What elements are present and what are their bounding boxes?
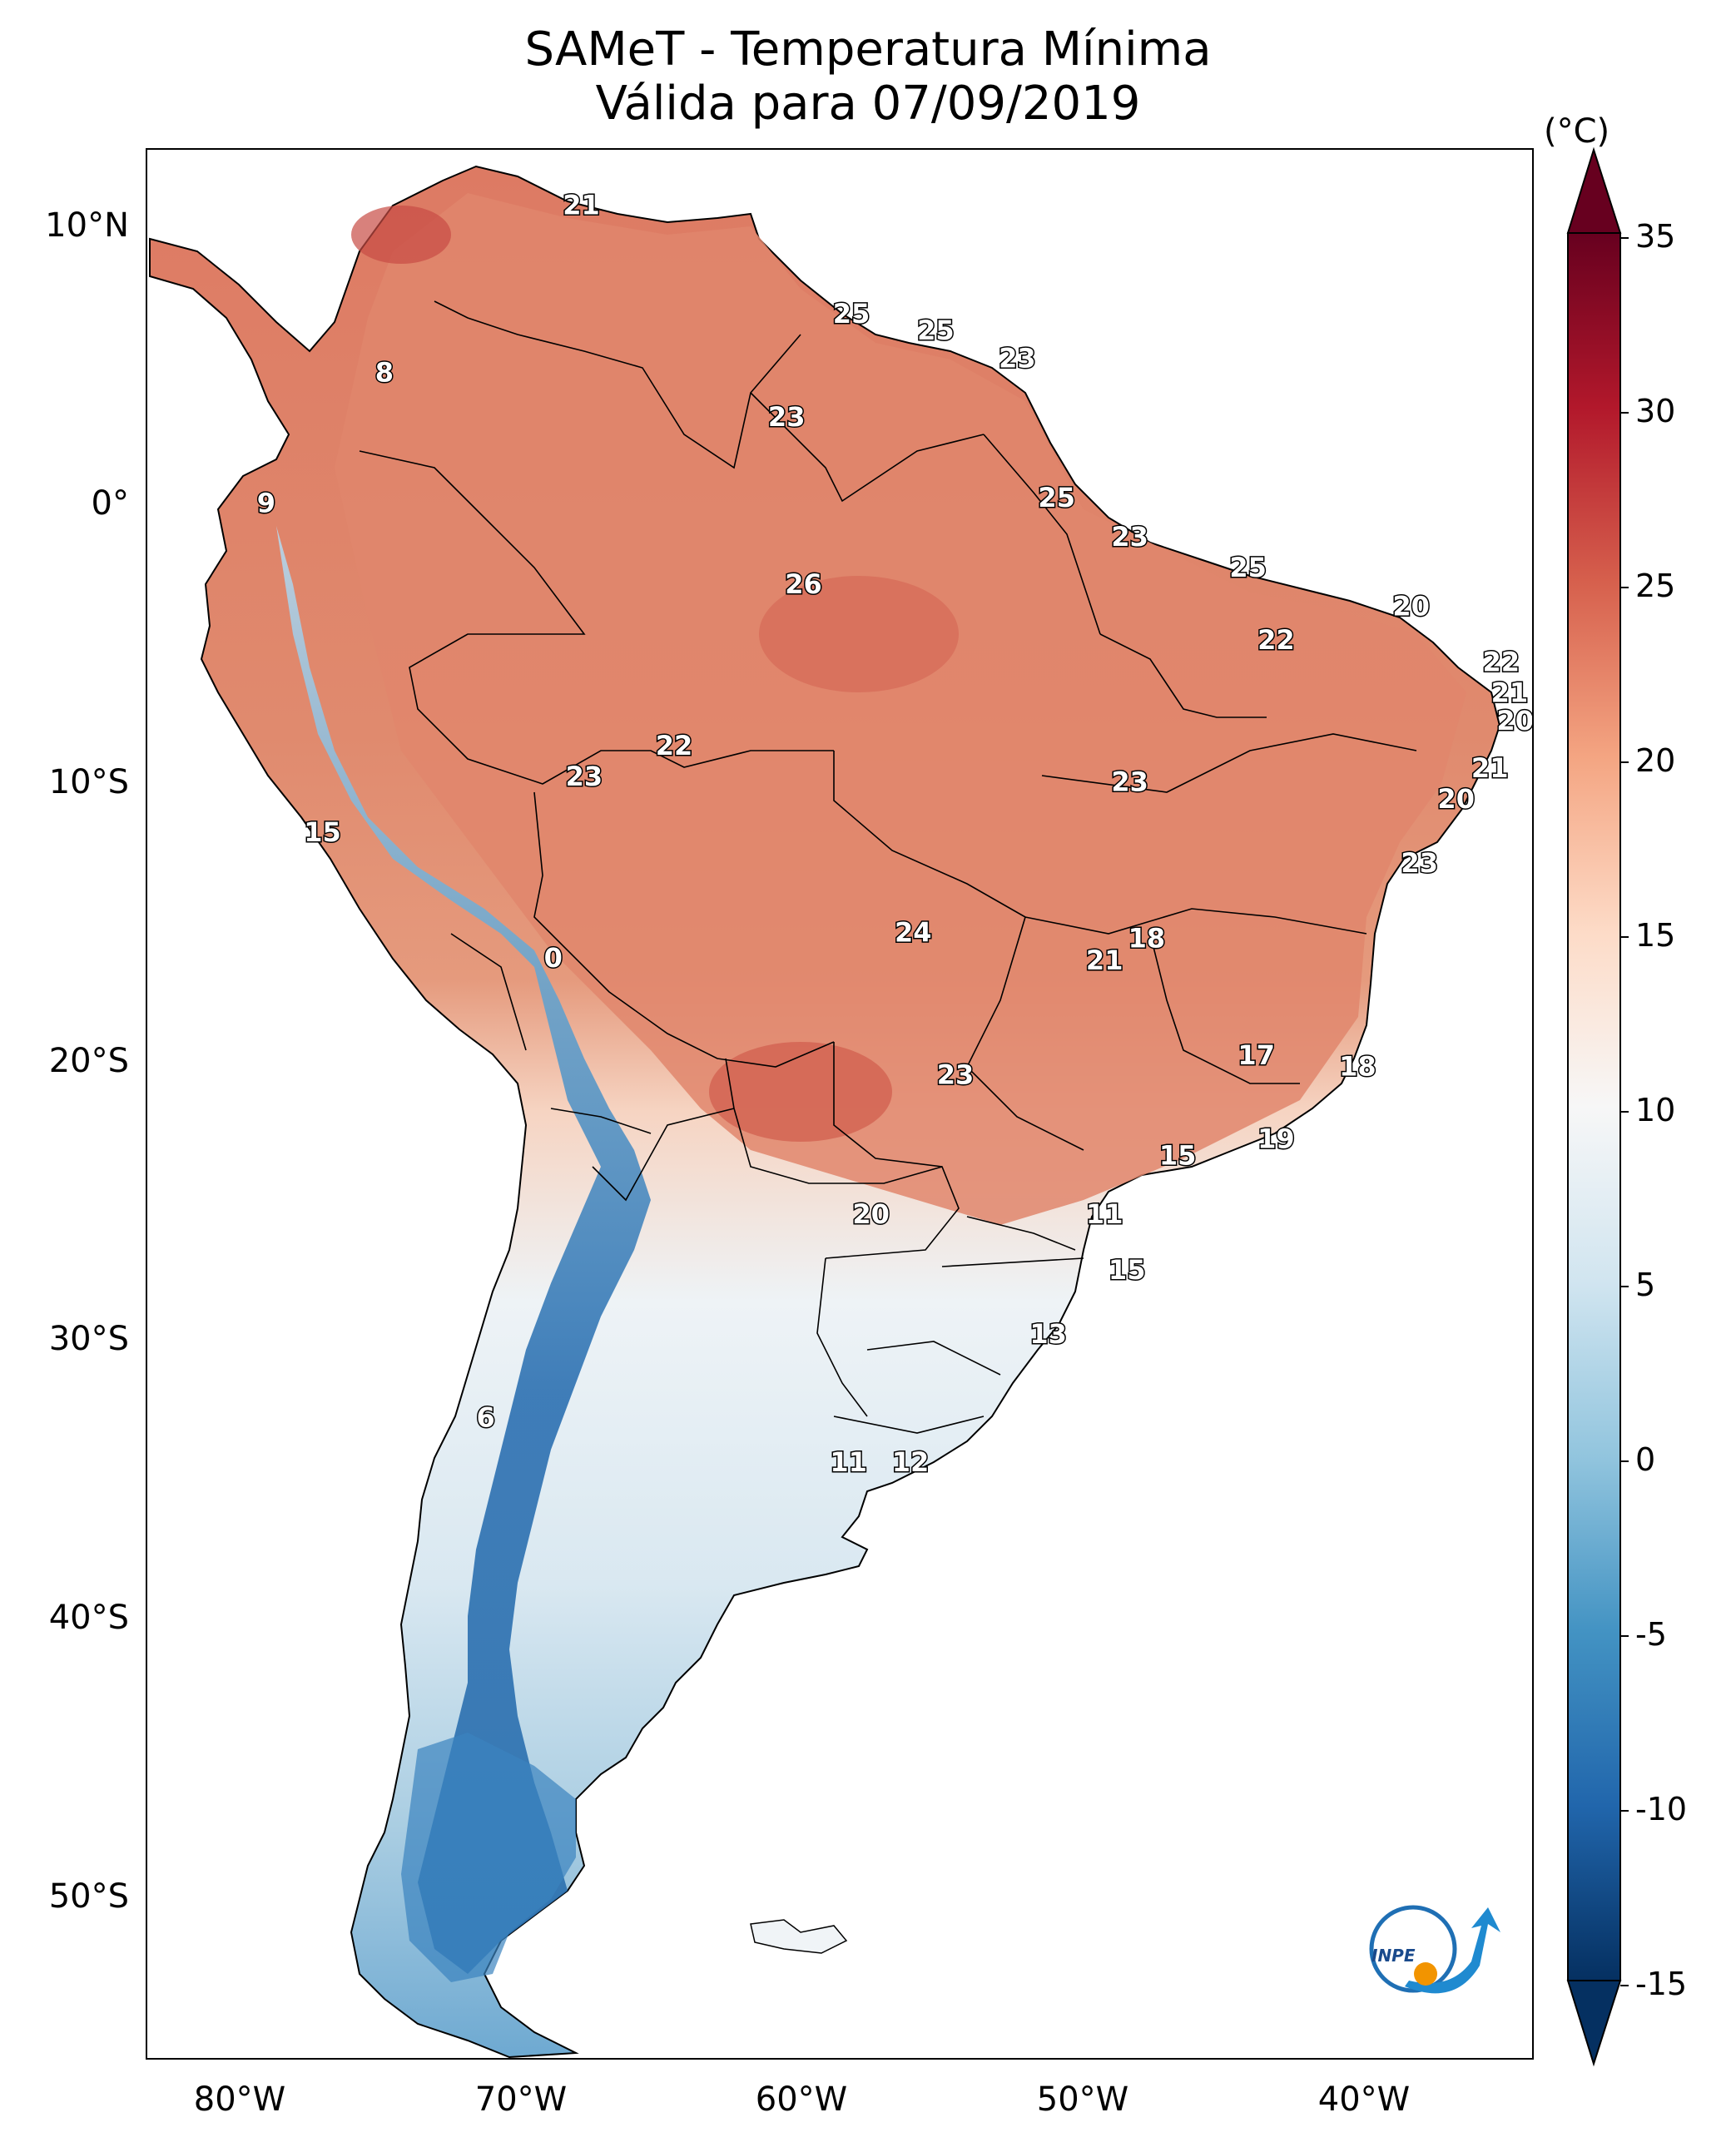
colorbar-tick-15: 15 [1635, 917, 1676, 954]
temperature-label: 23 [566, 761, 603, 792]
temperature-label: 15 [304, 816, 341, 848]
colorbar-tick-25: 25 [1635, 568, 1676, 604]
temperature-label: 25 [917, 315, 955, 346]
lat-label-10n: 10°N [45, 206, 129, 245]
temperature-label: 25 [833, 298, 870, 330]
falkland-islands [750, 1919, 848, 1954]
temperature-label: 12 [892, 1446, 930, 1478]
inpe-logo-text: INPE [1371, 1946, 1416, 1966]
colorbar-bottom-arrow [1566, 1980, 1622, 2067]
temperature-label: 11 [830, 1446, 867, 1478]
lat-label-30s: 30°S [48, 1320, 129, 1358]
temperature-label: 19 [1257, 1123, 1295, 1155]
colorbar-tick-minus10: -10 [1635, 1791, 1688, 1827]
lon-label-80w: 80°W [193, 2080, 286, 2119]
hot-core-amazon [759, 576, 959, 692]
temperature-label: 20 [1496, 705, 1534, 736]
temperature-label: 24 [895, 917, 932, 949]
colorbar-tick-minus5: -5 [1635, 1616, 1667, 1653]
temperature-label: 23 [999, 343, 1036, 374]
temperature-label: 20 [852, 1198, 890, 1230]
temperature-label: 23 [937, 1059, 975, 1090]
lat-label-50s: 50°S [48, 1877, 129, 1916]
temperature-label: 17 [1238, 1039, 1275, 1071]
lon-label-40w: 40°W [1317, 2080, 1411, 2119]
lat-label-10s: 10°S [48, 763, 129, 801]
lon-label-50w: 50°W [1036, 2080, 1129, 2119]
colorbar-tick-10: 10 [1635, 1092, 1676, 1128]
inpe-logo [1369, 1905, 1500, 1994]
temperature-label: 11 [1086, 1198, 1123, 1230]
colorbar-tick-0: 0 [1635, 1441, 1656, 1478]
temperature-label: 9 [257, 488, 275, 519]
colorbar-gradient [1567, 232, 1621, 1981]
hot-core-venezuela [351, 206, 451, 264]
colorbar-tick-30: 30 [1635, 393, 1676, 429]
colorbar-top-arrow [1566, 146, 1622, 234]
temperature-label: 13 [1029, 1318, 1067, 1350]
lon-label-70w: 70°W [474, 2080, 568, 2119]
hot-core-pantanal [709, 1042, 892, 1142]
temperature-label: 15 [1109, 1254, 1146, 1286]
temperature-label: 22 [1257, 624, 1295, 656]
lat-label-20s: 20°S [48, 1042, 129, 1080]
patagonia-cold-zone [401, 1733, 576, 1982]
lon-label-60w: 60°W [755, 2080, 848, 2119]
temperature-label: 8 [375, 356, 394, 388]
lat-label-40s: 40°S [48, 1599, 129, 1637]
temperature-label: 18 [1128, 922, 1166, 954]
temperature-label: 23 [768, 401, 806, 433]
temperature-label: 15 [1159, 1140, 1197, 1172]
map-frame: 21 25 25 23 8 23 9 25 23 25 26 20 22 22 21 20 22 21 23 23 20… [146, 148, 1534, 2060]
colorbar-tick-35: 35 [1635, 218, 1676, 255]
temperature-label: 21 [1471, 752, 1509, 784]
colorbar-tick-minus15: -15 [1635, 1966, 1688, 2002]
temperature-label: 23 [1111, 521, 1148, 553]
temperature-label: 22 [656, 730, 693, 761]
temperature-label: 23 [1401, 847, 1438, 879]
colorbar-tick-20: 20 [1635, 742, 1676, 779]
temperature-label: 21 [1086, 945, 1123, 976]
temperature-label: 25 [1229, 552, 1267, 583]
temperature-label: 26 [785, 568, 822, 600]
temperature-label: 21 [563, 189, 600, 221]
temperature-label: 18 [1339, 1050, 1376, 1082]
lat-label-0: 0° [91, 484, 129, 523]
temperature-label: 6 [476, 1402, 494, 1434]
temperature-label: 21 [1491, 677, 1529, 709]
andes-cold-strip [276, 526, 651, 1974]
colorbar-unit: (°C) [1544, 112, 1610, 151]
temperature-label: 0 [544, 942, 563, 974]
temperature-label: 22 [1483, 647, 1520, 678]
map-subtitle: Válida para 07/09/2019 [595, 77, 1141, 131]
temperature-label: 25 [1038, 482, 1075, 513]
country-borders [359, 300, 1417, 1434]
warm-interior-region [335, 193, 1466, 1225]
temperature-label: 23 [1111, 766, 1148, 798]
colorbar-tick-5: 5 [1635, 1267, 1656, 1303]
temperature-label: 20 [1392, 591, 1430, 622]
map-title: SAMeT - Temperatura Mínima [524, 22, 1212, 77]
temperature-label: 20 [1437, 783, 1475, 815]
